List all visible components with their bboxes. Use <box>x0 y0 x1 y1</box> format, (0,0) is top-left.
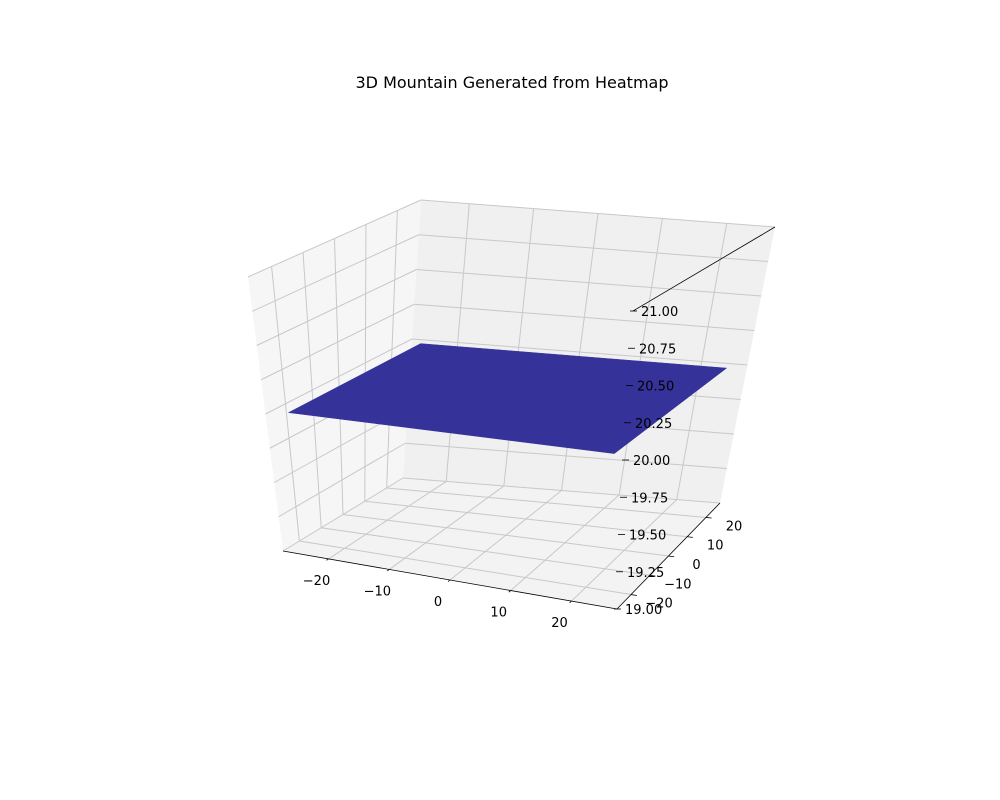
grid-line-z-back <box>405 442 727 469</box>
grid-line-z-left <box>256 269 417 346</box>
y-tick-mark <box>630 594 637 596</box>
x-tick-label: 0 <box>434 595 442 610</box>
x-tick-label: −10 <box>364 585 391 600</box>
z-tick-label: 19.25 <box>627 566 664 581</box>
grid-line-y-floor <box>299 540 632 596</box>
grid-line-z-left <box>260 303 415 381</box>
x-tick-mark <box>447 579 451 582</box>
y-tick-label: −10 <box>664 577 691 592</box>
grid-line-z-back <box>411 338 748 366</box>
x-tick-mark <box>569 600 572 604</box>
grid-line-y-floor <box>386 487 707 518</box>
y-tick-label: 20 <box>726 520 743 535</box>
z-tick-label: 20.50 <box>637 380 674 395</box>
y-tick-mark <box>705 517 712 519</box>
grid-line-z-back <box>418 234 769 262</box>
grid-line-z-left <box>265 338 413 415</box>
z-tick-label: 20.00 <box>633 454 670 469</box>
grid-line-z-back <box>420 199 776 228</box>
grid-line-z-back <box>402 477 721 504</box>
grid-line-y-floor <box>364 500 688 538</box>
x-tick-mark <box>508 590 511 593</box>
x-tick-mark <box>387 569 390 572</box>
z-tick-label: 19.00 <box>625 603 662 618</box>
pane-floor <box>283 478 720 609</box>
y-tick-label: 0 <box>692 558 700 573</box>
z-tick-label: 20.25 <box>635 417 672 432</box>
y-tick-mark <box>687 536 693 538</box>
grid-line-z-back <box>416 269 762 297</box>
y-tick-label: −20 <box>645 597 672 612</box>
y-tick-mark <box>668 555 675 558</box>
grid-line-z-left <box>278 442 406 518</box>
x-tick-mark <box>326 558 329 561</box>
z-tick-label: 20.75 <box>639 342 676 357</box>
y-tick-label: 10 <box>707 539 724 554</box>
x-tick-label: −20 <box>303 574 330 589</box>
grid-line-y-floor <box>342 514 669 557</box>
grid-line-z-back <box>414 303 755 331</box>
z-axis-line <box>632 226 776 312</box>
z-tick-label: 21.00 <box>641 305 678 320</box>
y-tick-mark <box>649 574 656 577</box>
grid-line-z-left <box>252 234 419 312</box>
grid-line-z-left <box>282 477 404 552</box>
grid-line-z-left <box>247 199 422 278</box>
surface-plane <box>287 343 728 454</box>
z-tick-label: 19.50 <box>629 529 666 544</box>
x-tick-label: 10 <box>490 606 507 621</box>
grid-line-y-floor <box>321 527 650 576</box>
x-tick-label: 20 <box>551 616 568 631</box>
z-tick-label: 19.75 <box>631 491 668 506</box>
chart-title: 3D Mountain Generated from Heatmap <box>356 73 669 92</box>
